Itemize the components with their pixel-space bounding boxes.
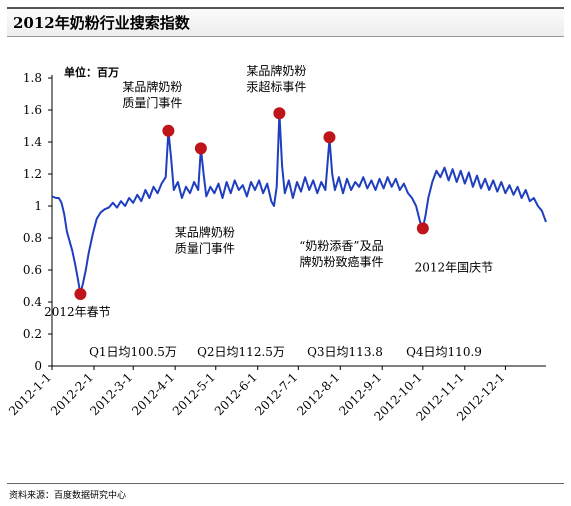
event-marker [194, 142, 207, 155]
title-bar: 2012年奶粉行业搜索指数 [7, 7, 564, 37]
y-tick-label: 0.2 [23, 327, 42, 341]
source-note: 资料来源：百度数据研究中心 [9, 491, 127, 501]
event-label: 2012年春节 [44, 305, 111, 319]
x-tick-label: 2012-3-1 [87, 370, 135, 418]
event-marker [416, 222, 429, 235]
event-label: 某品牌奶粉 [246, 64, 306, 78]
event-label: 汞超标事件 [246, 79, 306, 94]
quarter-average-label: Q2日均112.5万 [197, 345, 285, 359]
x-tick-label: 2012-4-1 [129, 370, 177, 418]
x-tick-label: 2012-7-1 [252, 370, 300, 418]
y-tick-label: 0.4 [23, 295, 42, 309]
y-tick-label: 1.4 [23, 135, 42, 149]
event-marker [162, 124, 175, 137]
quarter-average-label: Q1日均100.5万 [89, 345, 177, 359]
event-label: 某品牌奶粉 [122, 80, 182, 94]
y-tick-label: 1.8 [23, 71, 42, 85]
x-tick-label: 2012-6-1 [212, 370, 260, 418]
y-tick-label: 0.6 [23, 263, 42, 277]
event-label: 牌奶粉致癌事件 [299, 254, 383, 269]
unit-label: 单位：百万 [64, 65, 119, 79]
event-label: 质量门事件 [122, 95, 182, 110]
y-tick-label: 1 [34, 199, 42, 213]
x-tick-label: 2012-8-1 [294, 370, 342, 418]
event-label: 某品牌奶粉 [175, 225, 235, 239]
source-divider [7, 483, 564, 484]
event-label: “奶粉添香”及品 [299, 239, 383, 253]
quarter-average-label: Q3日均113.8 [307, 345, 383, 359]
event-marker [74, 288, 87, 300]
quarter-average-label: Q4日均110.9 [406, 345, 482, 359]
event-marker [323, 131, 336, 144]
x-tick-label: 2012-1-1 [6, 370, 54, 418]
y-tick-label: 0.8 [23, 231, 42, 245]
x-tick-label: 2012-5-1 [170, 370, 218, 418]
y-tick-label: 0 [34, 359, 42, 373]
chart-title: 2012年奶粉行业搜索指数 [13, 14, 190, 32]
y-tick-label: 1.2 [23, 167, 42, 181]
y-tick-label: 1.6 [23, 103, 42, 117]
search-index-line [51, 112, 547, 295]
event-label: 2012年国庆节 [415, 260, 494, 274]
event-marker [273, 107, 286, 120]
event-label: 质量门事件 [175, 240, 235, 255]
